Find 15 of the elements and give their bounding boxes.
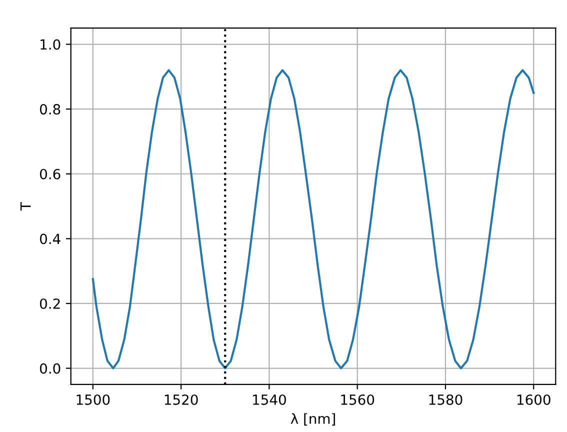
x-tick-label: 1500: [76, 394, 110, 405]
y-tick-label: 0.2: [40, 298, 60, 309]
line-series: [92, 69, 535, 370]
x-tick-label: 1580: [429, 394, 462, 405]
x-tick-label: 1520: [164, 394, 198, 405]
y-tick-label: 1.0: [40, 39, 60, 50]
x-tick-label: 1560: [341, 394, 374, 405]
x-tick-label: 1540: [253, 394, 286, 405]
y-tick-label: 0.8: [40, 104, 60, 115]
y-axis-title: T: [20, 202, 31, 211]
x-tick-label: 1600: [517, 394, 550, 405]
y-tick-label: 0.0: [40, 363, 60, 374]
y-tick-label: 0.6: [40, 168, 60, 180]
y-tick-label: 0.4: [40, 234, 60, 244]
x-axis-title: λ [nm]: [290, 413, 335, 426]
